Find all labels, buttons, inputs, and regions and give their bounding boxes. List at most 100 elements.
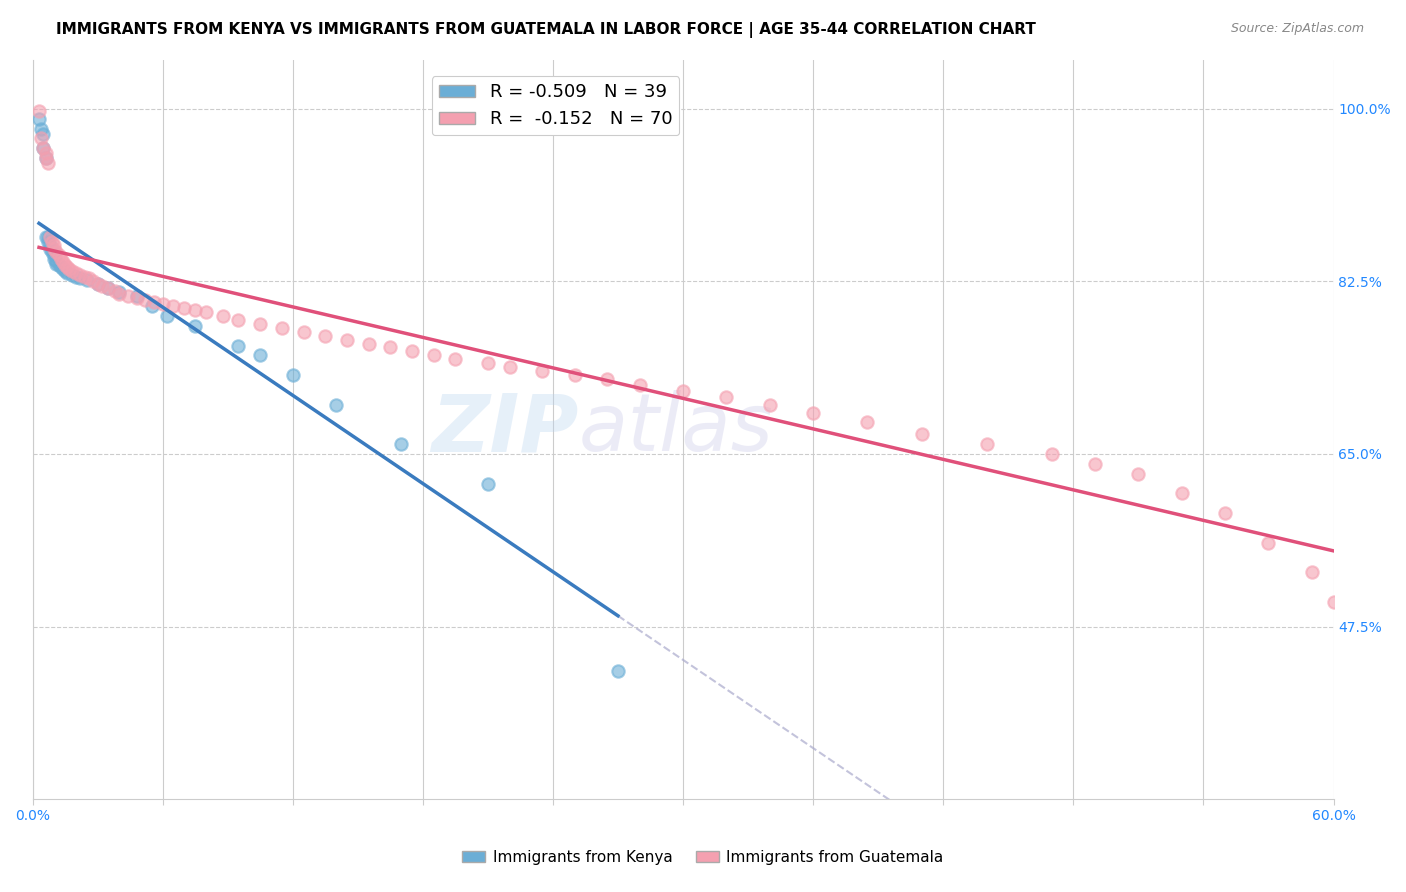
Point	[37, 230, 59, 244]
Point	[38, 238, 60, 252]
Point	[1084, 457, 1107, 471]
Point	[596, 372, 619, 386]
Point	[77, 271, 100, 285]
Point	[628, 378, 651, 392]
Point	[228, 313, 250, 327]
Point	[76, 273, 98, 287]
Point	[325, 398, 347, 412]
Point	[108, 287, 131, 301]
Point	[41, 244, 63, 259]
Point	[52, 254, 75, 268]
Point	[34, 151, 56, 165]
Point	[97, 281, 120, 295]
Point	[56, 260, 79, 274]
Point	[34, 230, 56, 244]
Point	[184, 318, 207, 333]
Point	[38, 242, 60, 256]
Point	[184, 303, 207, 318]
Text: Source: ZipAtlas.com: Source: ZipAtlas.com	[1230, 22, 1364, 36]
Point	[53, 263, 76, 277]
Point	[45, 253, 67, 268]
Point	[228, 338, 250, 352]
Point	[60, 268, 83, 282]
Point	[49, 252, 72, 266]
Point	[45, 257, 67, 271]
Point	[1301, 566, 1323, 580]
Point	[69, 271, 91, 285]
Point	[38, 230, 60, 244]
Point	[30, 131, 52, 145]
Point	[48, 258, 70, 272]
Point	[380, 341, 402, 355]
Point	[34, 151, 56, 165]
Point	[156, 309, 179, 323]
Point	[82, 275, 104, 289]
Point	[73, 269, 96, 284]
Point	[32, 127, 55, 141]
Point	[249, 348, 271, 362]
Point	[125, 289, 148, 303]
Point	[357, 336, 380, 351]
Point	[1170, 486, 1192, 500]
Point	[53, 258, 76, 272]
Point	[90, 279, 112, 293]
Point	[1040, 447, 1063, 461]
Point	[28, 103, 51, 118]
Point	[281, 368, 304, 383]
Point	[141, 299, 163, 313]
Text: IMMIGRANTS FROM KENYA VS IMMIGRANTS FROM GUATEMALA IN LABOR FORCE | AGE 35-44 CO: IMMIGRANTS FROM KENYA VS IMMIGRANTS FROM…	[56, 22, 1036, 38]
Point	[32, 141, 55, 155]
Point	[56, 266, 79, 280]
Point	[498, 360, 520, 375]
Point	[41, 235, 63, 249]
Point	[1322, 595, 1344, 609]
Point	[249, 317, 271, 331]
Point	[44, 242, 66, 256]
Legend: R = -0.509   N = 39, R =  -0.152   N = 70: R = -0.509 N = 39, R = -0.152 N = 70	[432, 76, 679, 136]
Point	[97, 281, 120, 295]
Point	[564, 368, 586, 383]
Point	[314, 328, 336, 343]
Point	[69, 268, 91, 282]
Point	[270, 320, 292, 334]
Point	[212, 309, 235, 323]
Point	[531, 364, 554, 378]
Point	[477, 476, 499, 491]
Point	[422, 348, 444, 362]
Point	[142, 295, 165, 310]
Point	[672, 384, 695, 398]
Point	[173, 301, 195, 315]
Point	[65, 266, 87, 280]
Text: ZIP: ZIP	[432, 391, 579, 468]
Point	[45, 244, 67, 259]
Point	[1128, 467, 1150, 481]
Point	[34, 146, 56, 161]
Point	[477, 356, 499, 370]
Point	[117, 289, 139, 303]
Point	[32, 141, 55, 155]
Point	[444, 352, 467, 367]
Point	[1213, 506, 1236, 520]
Point	[48, 248, 70, 262]
Point	[60, 263, 83, 277]
Point	[292, 325, 315, 339]
Point	[37, 235, 59, 249]
Point	[134, 293, 156, 308]
Text: atlas: atlas	[579, 391, 773, 468]
Point	[108, 285, 131, 300]
Point	[65, 269, 87, 284]
Point	[104, 285, 127, 299]
Point	[86, 277, 108, 292]
Point	[336, 333, 359, 347]
Point	[910, 427, 932, 442]
Point	[194, 305, 217, 319]
Point	[86, 277, 108, 292]
Point	[52, 261, 75, 276]
Point	[28, 112, 51, 126]
Point	[125, 291, 148, 305]
Point	[801, 406, 824, 420]
Point	[152, 297, 174, 311]
Point	[856, 416, 879, 430]
Point	[37, 156, 59, 170]
Point	[49, 260, 72, 274]
